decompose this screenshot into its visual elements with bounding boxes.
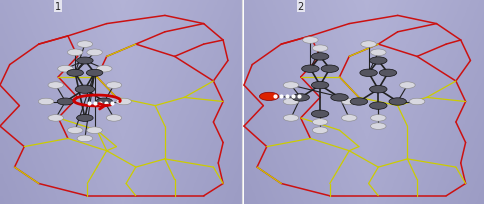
Circle shape [96,99,112,105]
Circle shape [369,86,386,93]
Circle shape [116,99,131,105]
Circle shape [378,70,396,77]
Circle shape [76,115,93,122]
Circle shape [341,99,356,105]
Circle shape [38,99,54,105]
Circle shape [408,99,424,105]
Circle shape [302,38,318,44]
Circle shape [311,53,328,61]
Circle shape [360,42,376,48]
Circle shape [67,70,83,77]
Circle shape [67,50,83,56]
Circle shape [283,82,298,89]
Circle shape [86,70,103,77]
Circle shape [312,127,327,134]
Circle shape [57,99,74,105]
Circle shape [106,115,121,122]
Circle shape [106,82,121,89]
Circle shape [87,127,102,134]
Circle shape [341,115,356,122]
Circle shape [312,119,327,126]
Circle shape [320,66,338,73]
Circle shape [291,94,309,102]
Circle shape [75,86,94,94]
Circle shape [330,94,348,102]
Circle shape [48,82,63,89]
Circle shape [77,135,92,142]
Circle shape [399,82,414,89]
Circle shape [369,58,386,65]
Circle shape [77,42,92,48]
Circle shape [283,99,298,105]
Circle shape [370,50,385,56]
Circle shape [370,123,385,130]
Circle shape [67,127,83,134]
Circle shape [76,58,93,65]
Circle shape [48,115,63,122]
Circle shape [359,70,377,77]
Circle shape [312,46,327,52]
Circle shape [96,66,112,73]
Circle shape [349,98,367,106]
Circle shape [311,111,328,118]
Circle shape [283,115,298,122]
Circle shape [311,82,328,89]
Circle shape [301,66,318,73]
Circle shape [370,115,385,122]
Circle shape [388,98,406,106]
Text: 1: 1 [55,2,61,12]
Circle shape [369,102,386,110]
Circle shape [259,93,278,101]
Circle shape [58,66,73,73]
Circle shape [87,50,102,56]
Text: 2: 2 [297,2,303,12]
